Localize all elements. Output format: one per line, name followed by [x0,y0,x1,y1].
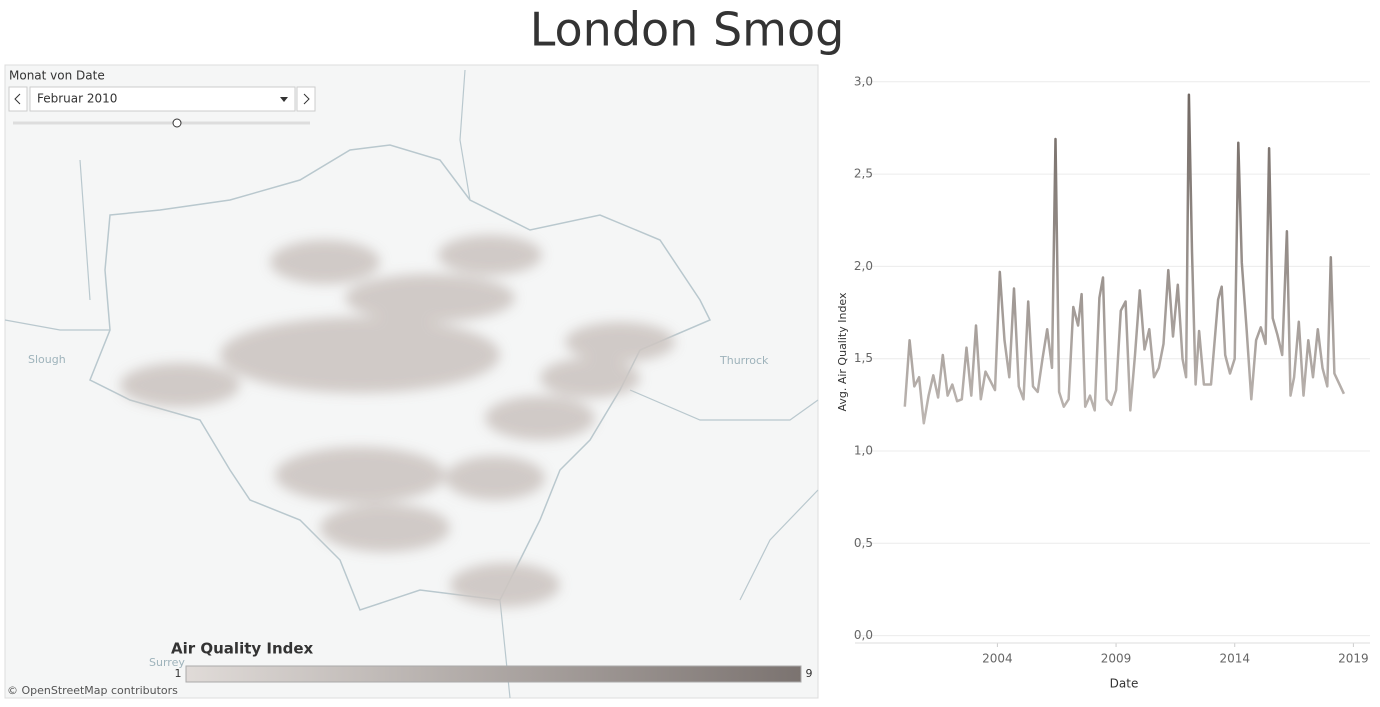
filter-label: Monat von Date [9,69,105,83]
legend-gradient [185,665,802,683]
y-tick-label: 2,5 [854,167,873,181]
dropdown-value: Februar 2010 [37,92,117,106]
legend-title: Air Quality Index [171,640,314,658]
dropdown-arrow [280,97,288,102]
legend-max: 9 [806,667,813,680]
x-tick-label: 2009 [1101,652,1132,666]
legend-min: 1 [175,667,182,680]
next-icon [303,93,310,105]
x-tick-label: 2019 [1338,652,1369,666]
y-tick-label: 1,5 [854,351,873,365]
x-tick-label: 2004 [982,652,1013,666]
attribution: © OpenStreetMap contributors [7,684,178,697]
x-axis-title: Date [1110,677,1139,691]
place-label: Slough [28,353,66,366]
smog-clouds [120,235,675,607]
prev-icon [14,93,21,105]
y-tick-label: 2,0 [854,259,873,273]
y-tick-label: 0,5 [854,536,873,550]
y-axis-title: Avg. Air Quality Index [836,292,849,412]
month-dropdown[interactable] [29,86,296,112]
london-boundary [89,144,712,611]
prev-button[interactable] [8,86,28,112]
y-tick-label: 0,0 [854,628,873,642]
county-borders [4,69,819,699]
y-tick-label: 3,0 [854,74,873,88]
next-button[interactable] [296,86,316,112]
map: Slough Thurrock Surrey © OpenStreetMap c… [4,64,819,699]
place-label: Thurrock [719,354,769,367]
aqi-line [903,93,1346,425]
x-tick-label: 2014 [1219,652,1250,666]
dashboard-title: London Smog [530,3,845,57]
line-chart: 0,0 0,5 1,0 1,5 2,0 2,5 3,0 2004 2009 2014 2019 Dat… [836,74,1370,691]
slider-handle[interactable] [172,118,182,128]
y-tick-label: 1,0 [854,444,873,458]
place-label: Surrey [149,656,185,669]
